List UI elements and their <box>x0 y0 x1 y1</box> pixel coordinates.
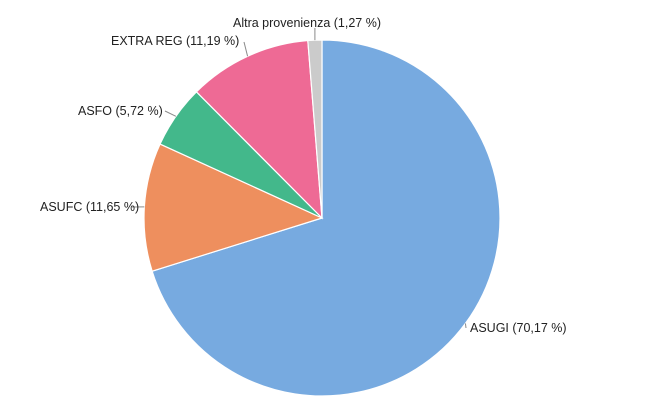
label-altra-provenienza: Altra provenienza (1,27 %) <box>233 16 381 30</box>
leader-lines <box>131 28 467 329</box>
pie-slice-asugi <box>151 39 501 397</box>
label-asugi: ASUGI (70,17 %) <box>470 321 567 335</box>
label-asfo: ASFO (5,72 %) <box>78 104 163 118</box>
leader-line-extra-reg <box>243 41 249 57</box>
label-asufc: ASUFC (11,65 %) <box>40 200 139 214</box>
pie-slice-extra-reg <box>195 39 323 220</box>
leader-line-asfo <box>164 110 177 117</box>
leader-line-asugi <box>464 323 467 329</box>
label-extra-reg: EXTRA REG (11,19 %) <box>111 34 239 48</box>
pie-slices <box>143 39 501 397</box>
